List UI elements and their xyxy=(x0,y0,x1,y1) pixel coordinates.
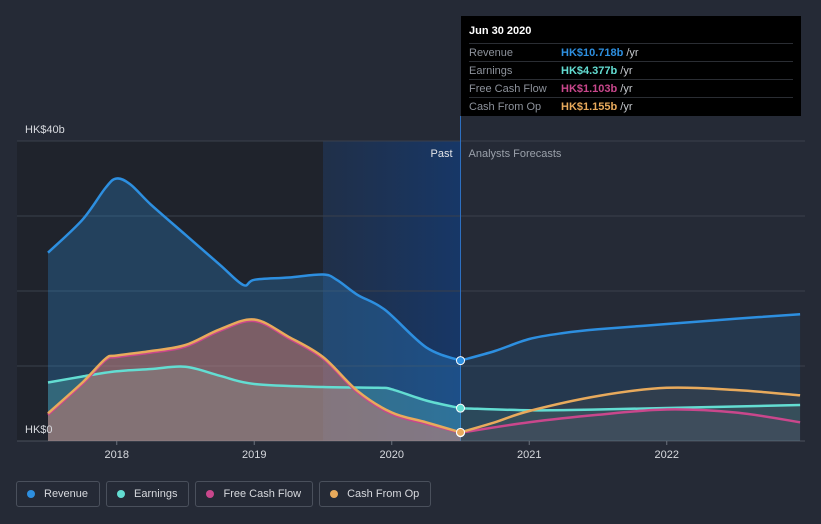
legend-dot-icon xyxy=(27,490,35,498)
legend-item-revenue[interactable]: Revenue xyxy=(16,481,101,507)
tooltip-value: HK$1.155b xyxy=(561,100,618,113)
tooltip-row-revenue: Revenue HK$10.718b /yr xyxy=(469,43,793,61)
line-past-cash-from-op xyxy=(47,318,461,434)
tooltip-label: Earnings xyxy=(469,64,513,77)
tooltip-label: Cash From Op xyxy=(469,100,542,113)
line-forecast-earnings xyxy=(460,403,801,412)
tooltip-unit: /yr xyxy=(620,64,633,77)
area-forecast-free-cash-flow xyxy=(460,409,801,441)
legend-item-free-cash-flow[interactable]: Free Cash Flow xyxy=(195,481,314,507)
forecast-label: Analysts Forecasts xyxy=(469,148,562,160)
x-tick-label: 2019 xyxy=(242,449,266,461)
line-past-earnings xyxy=(47,365,461,410)
tooltip-value: HK$4.377b xyxy=(561,64,618,77)
line-forecast-free-cash-flow xyxy=(460,408,801,434)
legend-item-earnings[interactable]: Earnings xyxy=(106,481,190,507)
line-forecast-revenue xyxy=(460,313,801,362)
y-axis-top-label: HK$40b xyxy=(25,124,65,136)
area-forecast-earnings xyxy=(460,405,801,441)
tooltip-label: Revenue xyxy=(469,46,514,59)
tooltip-row-earnings: Earnings HK$4.377b /yr xyxy=(469,61,793,79)
line-forecast-cash-from-op xyxy=(460,386,801,434)
legend-dot-icon xyxy=(330,490,339,498)
past-label: Past xyxy=(430,148,452,160)
legend-label: Cash From Op xyxy=(347,488,420,500)
tooltip-unit: /yr xyxy=(620,82,633,95)
area-past-free-cash-flow xyxy=(48,320,461,441)
x-tick-label: 2021 xyxy=(517,449,541,461)
legend-dot-icon xyxy=(206,490,215,498)
tooltip-row-cash-from-op: Cash From Op HK$1.155b /yr xyxy=(469,97,793,115)
legend-dot-icon xyxy=(117,490,126,498)
legend-label: Revenue xyxy=(44,488,89,500)
chart-legend: Revenue Earnings Free Cash Flow Cash Fro… xyxy=(16,481,432,509)
legend-label: Free Cash Flow xyxy=(223,488,302,500)
area-forecast-cash-from-op xyxy=(460,387,801,441)
legend-label: Earnings xyxy=(134,488,178,500)
point-revenue xyxy=(456,356,465,366)
tooltip-unit: /yr xyxy=(626,46,639,59)
y-axis-bottom-label: HK$0 xyxy=(25,424,53,436)
tooltip-row-free-cash-flow: Free Cash Flow HK$1.103b /yr xyxy=(469,79,793,97)
area-past-cash-from-op xyxy=(48,319,461,441)
tooltip-date: Jun 30 2020 xyxy=(469,25,532,37)
tooltip-label: Free Cash Flow xyxy=(469,82,547,95)
legend-item-cash-from-op[interactable]: Cash From Op xyxy=(319,481,432,507)
tooltip-value: HK$1.103b xyxy=(561,82,618,95)
data-tooltip: Jun 30 2020 Revenue HK$10.718b /yr Earni… xyxy=(461,16,801,116)
point-earnings xyxy=(456,403,465,413)
tooltip-unit: /yr xyxy=(620,100,633,113)
area-past-earnings xyxy=(48,366,461,441)
area-past-revenue xyxy=(48,178,461,441)
x-tick-label: 2020 xyxy=(380,449,404,461)
line-past-revenue xyxy=(47,177,461,362)
x-tick-label: 2022 xyxy=(655,449,679,461)
tooltip-value: HK$10.718b xyxy=(561,46,624,59)
x-tick-label: 2018 xyxy=(105,449,129,461)
point-cash-from-op xyxy=(456,427,465,437)
